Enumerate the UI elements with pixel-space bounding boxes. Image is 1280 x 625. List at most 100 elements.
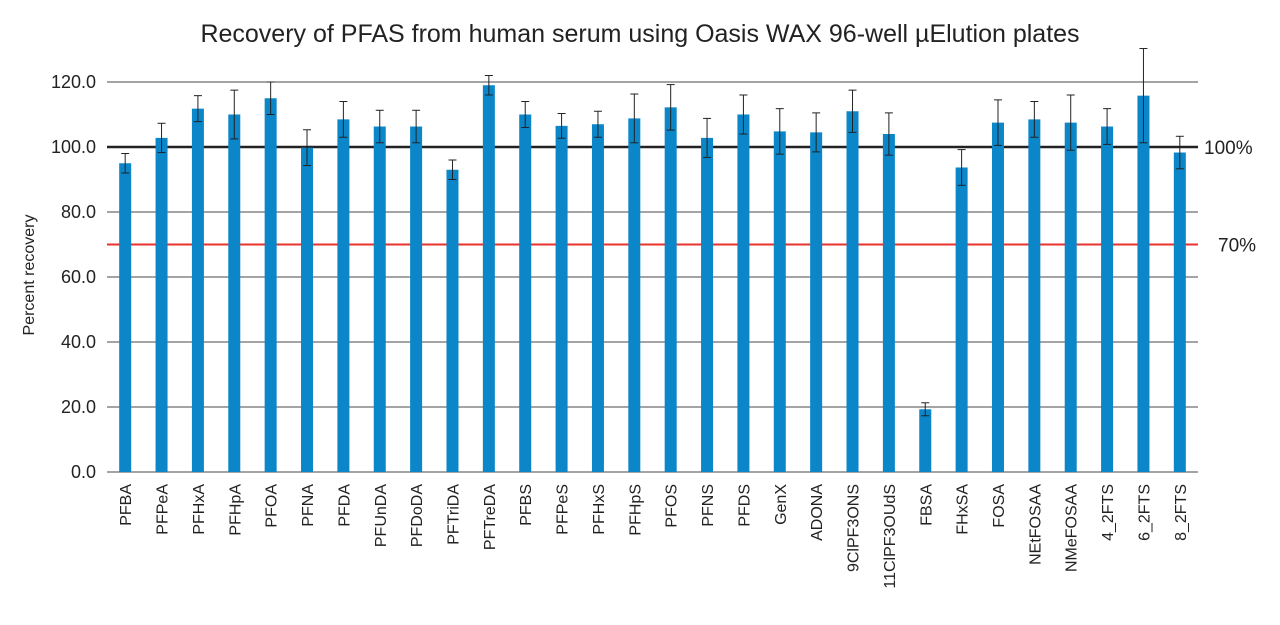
x-tick-label: NEtFOSAA [1027, 484, 1044, 565]
chart-title: Recovery of PFAS from human serum using … [200, 20, 1080, 48]
error-bar-4_2fts [1103, 108, 1112, 145]
x-tick-label: NMeFOSAA [1064, 484, 1081, 572]
bar-pfpes [555, 125, 568, 472]
bar-pfhxa [191, 108, 204, 473]
y-tick-label: 80.0 [61, 202, 96, 222]
bar-pfda [337, 119, 350, 472]
error-bar-pfda [339, 101, 348, 138]
bar-pfds [737, 114, 750, 472]
error-bar-pfunda [375, 109, 384, 144]
y-tick-label: 60.0 [61, 267, 96, 287]
bar-pfdoda [410, 126, 423, 473]
x-tick-label: 8_2FTS [1173, 484, 1190, 541]
error-bar-pfpes [557, 113, 566, 139]
error-bar-fhxsa [957, 149, 966, 186]
y-tick-label: 0.0 [71, 462, 96, 482]
bar-pfos [664, 107, 677, 472]
bar-4_2fts [1101, 126, 1114, 473]
x-tick-label: PFPeS [555, 484, 572, 535]
error-bar-pfhxa [193, 95, 202, 123]
bar-pfhps [628, 118, 641, 473]
x-tick-label: PFOA [264, 484, 281, 528]
x-tick-label: GenX [773, 484, 790, 525]
x-tick-label: PFBA [118, 484, 135, 526]
error-bar-pfdoda [412, 109, 421, 144]
y-tick-label: 40.0 [61, 332, 96, 352]
error-bar-pfoa [266, 81, 275, 115]
error-bar-6_2fts [1139, 48, 1148, 144]
x-tick-label: 6_2FTS [1136, 484, 1153, 541]
error-bar-pfba [121, 153, 130, 174]
y-tick-labels: 0.0 20.0 40.0 60.0 80.0 100.0 120.0 [51, 72, 96, 482]
bar-pfna [301, 147, 314, 472]
x-tick-label: FHxSA [955, 484, 972, 535]
y-tick-label: 100.0 [51, 137, 96, 157]
x-tick-label: PFBS [518, 484, 535, 526]
bar-8_2fts [1173, 152, 1186, 472]
bar-pfhpa [228, 114, 241, 472]
x-tick-label: PFNA [300, 484, 317, 527]
error-bar-pfhxs [593, 110, 602, 138]
x-tick-label: PFOS [664, 484, 681, 528]
error-bar-pfns [703, 117, 712, 158]
bar-pftreda [482, 85, 495, 472]
bar-netfosaa [1028, 119, 1041, 472]
x-tick-label: ADONA [809, 484, 826, 541]
bar-pfbs [519, 114, 532, 472]
error-bar-nmefosaa [1066, 94, 1075, 151]
x-tick-label: 11ClPF3OUdS [882, 484, 899, 589]
x-tick-label: FBSA [918, 484, 935, 526]
error-bar-pfhps [630, 93, 639, 144]
bar-pfunda [373, 126, 386, 473]
bar-pfba [119, 163, 132, 472]
x-tick-label: PFHpA [227, 484, 244, 536]
error-bar-genx [775, 108, 784, 155]
error-bar-fbsa [921, 402, 930, 417]
error-bar-pftrida [448, 159, 457, 180]
error-bar-pfpea [157, 122, 166, 154]
x-tick-label: PFTreDA [482, 484, 499, 550]
error-bar-pfds [739, 94, 748, 135]
bar-6_2fts [1137, 95, 1150, 473]
reference-lines: 100% 70% [107, 138, 1256, 257]
bar-11clpf3ouds [882, 134, 895, 472]
bar-9clpf3ons [846, 111, 859, 472]
x-tick-label: 4_2FTS [1100, 484, 1117, 541]
bar-pfns [701, 137, 714, 472]
y-axis-label: Percent recovery [21, 215, 38, 336]
bar-pftrida [446, 169, 459, 472]
x-tick-label: 9ClPF3ONS [846, 484, 863, 572]
bar-fhxsa [955, 167, 968, 472]
bars-layer [119, 85, 1186, 473]
bar-pfoa [264, 98, 277, 472]
error-bar-9clpf3ons [848, 89, 857, 133]
y-tick-label: 20.0 [61, 397, 96, 417]
bar-fbsa [919, 409, 932, 472]
x-tick-label: FOSA [991, 484, 1008, 528]
error-bar-fosa [993, 99, 1002, 146]
x-tick-label: PFDoDA [409, 484, 426, 547]
bar-nmefosaa [1064, 122, 1077, 472]
x-tick-label: PFUnDA [373, 484, 390, 547]
x-tick-label: PFHxS [591, 484, 608, 535]
error-bar-11clpf3ouds [884, 112, 893, 156]
error-bar-pfhpa [230, 89, 239, 140]
error-bar-8_2fts [1175, 135, 1184, 170]
bar-genx [773, 131, 786, 472]
error-bar-netfosaa [1030, 101, 1039, 138]
bar-fosa [991, 122, 1004, 472]
x-tick-label: PFPeA [155, 484, 172, 535]
x-tick-label: PFHpS [627, 484, 644, 536]
x-tick-label: PFHxA [191, 484, 208, 535]
x-tick-label: PFTriDA [445, 484, 462, 545]
error-bars-layer [121, 48, 1184, 417]
bar-pfpea [155, 137, 168, 472]
reference-label-70: 70% [1218, 236, 1256, 257]
y-tick-label: 120.0 [51, 72, 96, 92]
error-bar-pfos [666, 84, 675, 131]
bar-pfhxs [591, 124, 604, 472]
error-bar-adona [812, 112, 821, 153]
x-tick-labels: PFBA PFPeA PFHxA PFHpA PFOA PFNA PFDA PFUnDA PFD… [118, 484, 1190, 589]
error-bar-pfbs [521, 101, 530, 128]
